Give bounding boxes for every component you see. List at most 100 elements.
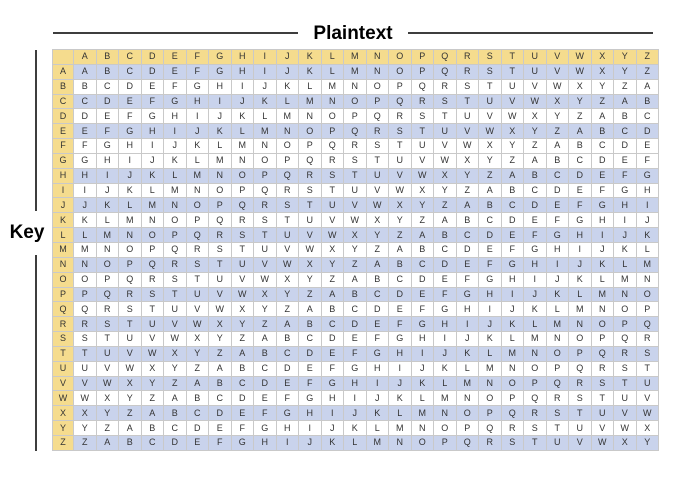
cipher-cell: B (208, 375, 232, 392)
cipher-cell: J (320, 420, 344, 436)
cipher-cell: V (433, 138, 457, 154)
cipher-cell: B (320, 301, 344, 318)
cipher-cell: H (365, 360, 389, 377)
cipher-cell: X (478, 138, 502, 154)
cipher-cell: W (275, 256, 299, 273)
cipher-cell: M (298, 93, 322, 110)
cipher-cell: X (230, 301, 254, 318)
cipher-cell: S (388, 123, 412, 140)
plaintext-header-cell: L (320, 49, 344, 65)
cipher-cell: A (455, 197, 479, 214)
cipher-cell: I (253, 63, 277, 80)
cipher-cell: D (275, 360, 299, 377)
plaintext-header-cell: S (478, 49, 502, 65)
cipher-cell: R (523, 405, 547, 422)
cipher-cell: A (208, 360, 232, 377)
cipher-cell: H (343, 375, 367, 392)
cipher-cell: P (208, 197, 232, 214)
cipher-cell: P (118, 256, 142, 273)
cipher-cell: M (500, 345, 524, 362)
cipher-cell: X (163, 345, 187, 362)
cipher-cell: E (118, 93, 142, 110)
cipher-cell: G (95, 138, 119, 154)
cipher-cell: Q (478, 420, 502, 436)
cipher-cell: P (163, 227, 187, 243)
cipher-cell: V (545, 63, 569, 80)
key-cell: B (52, 78, 74, 95)
cipher-cell: B (185, 390, 209, 407)
cipher-cell: Z (523, 138, 547, 154)
cipher-cell: S (568, 390, 592, 407)
key-axis-label: Key (2, 211, 52, 255)
cipher-cell: X (433, 167, 457, 184)
cipher-cell: V (140, 331, 164, 347)
cipher-cell: B (635, 93, 659, 110)
cipher-cell: R (185, 241, 209, 258)
cipher-cell: S (500, 434, 524, 452)
cipher-cell: D (73, 108, 97, 125)
cipher-cell: X (185, 331, 209, 347)
cipher-cell: A (253, 331, 277, 347)
cipher-cell: S (185, 256, 209, 273)
cipher-cell: W (95, 375, 119, 392)
cipher-cell: Y (635, 434, 659, 452)
cipher-cell: F (365, 331, 389, 347)
cipher-cell: T (478, 78, 502, 95)
cipher-cell: Y (500, 138, 524, 154)
cipher-cell: M (433, 390, 457, 407)
cipher-cell: D (140, 63, 164, 80)
cipher-cell: F (118, 108, 142, 125)
cipher-cell: P (523, 375, 547, 392)
cipher-cell: R (163, 256, 187, 273)
cipher-cell: T (410, 123, 434, 140)
cipher-cell: C (500, 197, 524, 214)
cipher-cell: Z (230, 331, 254, 347)
cipher-cell: O (365, 78, 389, 95)
cipher-cell: J (73, 197, 97, 214)
cipher-cell: A (523, 152, 547, 169)
cipher-cell: Z (118, 405, 142, 422)
cipher-cell: M (410, 405, 434, 422)
cipher-cell: S (230, 227, 254, 243)
cipher-cell: C (275, 345, 299, 362)
cipher-cell: R (343, 138, 367, 154)
cipher-cell: G (73, 152, 97, 169)
cipher-cell: P (545, 360, 569, 377)
cipher-cell: F (95, 123, 119, 140)
cipher-cell: M (140, 197, 164, 214)
cipher-cell: L (613, 256, 637, 273)
cipher-cell: F (635, 152, 659, 169)
cipher-cell: S (320, 167, 344, 184)
cipher-cell: T (208, 256, 232, 273)
cipher-cell: Z (613, 78, 637, 95)
cipher-cell: Z (478, 167, 502, 184)
cipher-cell: E (545, 197, 569, 214)
cipher-cell: R (433, 78, 457, 95)
cipher-cell: X (118, 375, 142, 392)
cipher-cell: S (590, 375, 614, 392)
cipher-cell: W (343, 212, 367, 229)
cipher-cell: E (73, 123, 97, 140)
cipher-cell: N (253, 138, 277, 154)
cipher-cell: O (500, 375, 524, 392)
cipher-cell: Y (410, 197, 434, 214)
cipher-cell: D (613, 138, 637, 154)
cipher-cell: I (320, 405, 344, 422)
cipher-cell: C (343, 301, 367, 318)
cipher-cell: G (523, 241, 547, 258)
cipher-cell: C (410, 256, 434, 273)
cipher-cell: F (433, 286, 457, 303)
cipher-cell: I (635, 197, 659, 214)
cipher-cell: E (298, 360, 322, 377)
cipher-cell: Y (275, 286, 299, 303)
cipher-cell: B (140, 420, 164, 436)
cipher-cell: M (523, 331, 547, 347)
cipher-cell: A (635, 78, 659, 95)
cipher-cell: E (230, 405, 254, 422)
cipher-cell: S (118, 301, 142, 318)
cipher-cell: Y (478, 152, 502, 169)
